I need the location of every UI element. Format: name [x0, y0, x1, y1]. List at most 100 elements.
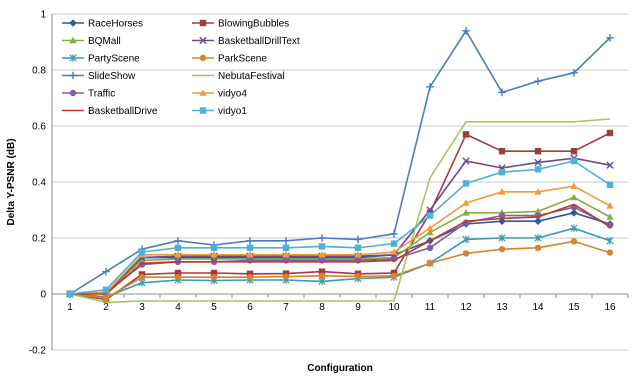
- legend-label: BQMall: [88, 36, 121, 47]
- data-point: [354, 235, 362, 244]
- legend-label: NebutaFestival: [218, 71, 285, 82]
- series-racehorses: [66, 209, 614, 298]
- legend-item: PartyScene: [62, 54, 140, 65]
- legend-item: ParkScene: [192, 54, 267, 65]
- legend-swatch-marker: [69, 71, 77, 80]
- y-tick-label: 0: [40, 290, 46, 301]
- data-point: [354, 251, 362, 258]
- legend-label: BlowingBubbles: [218, 19, 289, 30]
- data-point: [462, 250, 470, 257]
- data-point: [534, 166, 542, 173]
- data-point: [246, 274, 254, 281]
- data-point: [102, 286, 110, 293]
- legend-item: Traffic: [62, 89, 115, 100]
- legend-item: BasketballDrive: [62, 106, 158, 117]
- x-tick-label: 10: [388, 302, 400, 313]
- y-axis-title: Delta Y-PSNR (dB): [6, 138, 17, 225]
- data-point: [534, 244, 542, 251]
- data-point: [498, 148, 506, 155]
- data-point: [246, 244, 254, 251]
- x-tick-label: 13: [496, 302, 508, 313]
- data-point: [138, 256, 146, 264]
- x-tick-label: 15: [568, 302, 580, 313]
- data-point: [174, 237, 182, 245]
- series-line: [69, 132, 611, 301]
- data-point: [462, 209, 470, 216]
- data-point: [606, 34, 614, 42]
- data-point: [246, 257, 254, 264]
- data-point: [462, 180, 470, 187]
- data-point: [462, 157, 470, 165]
- data-point: [498, 188, 506, 195]
- x-tick-label: 16: [604, 302, 616, 313]
- data-point: [534, 217, 542, 225]
- data-point: [498, 169, 506, 176]
- legend-swatch-marker: [199, 19, 207, 27]
- x-tick-label: 12: [460, 302, 472, 313]
- series-line: [69, 196, 611, 295]
- x-tick-label: 14: [532, 302, 544, 313]
- data-point: [246, 270, 254, 278]
- data-point: [318, 257, 326, 264]
- legend-label: vidyo4: [218, 89, 247, 100]
- data-point: [318, 234, 326, 242]
- series-basketballdrive: [70, 203, 611, 295]
- y-tick-label: 0.2: [32, 234, 46, 245]
- series-slideshow: [66, 27, 614, 298]
- legend-swatch-marker: [69, 54, 77, 62]
- data-point: [282, 251, 290, 258]
- x-axis-title: Configuration: [307, 363, 373, 374]
- series-line: [69, 160, 611, 295]
- data-point: [570, 69, 578, 77]
- data-point: [498, 234, 506, 242]
- data-point: [426, 224, 434, 231]
- legend-item: SlideShow: [62, 71, 136, 82]
- series-bqmall: [66, 193, 614, 297]
- data-point: [534, 234, 542, 242]
- data-point: [534, 77, 542, 85]
- data-point: [426, 212, 434, 219]
- legend-swatch-marker: [199, 36, 207, 45]
- data-point: [426, 206, 434, 214]
- data-point: [138, 248, 146, 256]
- data-point: [354, 257, 362, 264]
- data-point: [570, 148, 578, 155]
- data-point: [606, 181, 614, 188]
- legend-item: vidyo4: [192, 89, 247, 100]
- data-point: [102, 267, 110, 276]
- x-tick-label: 2: [103, 302, 109, 313]
- x-tick-label: 8: [319, 302, 325, 313]
- legend-label: PartyScene: [88, 54, 140, 65]
- legend-item: BlowingBubbles: [192, 19, 289, 30]
- legend-item: RaceHorses: [62, 19, 143, 30]
- x-tick-label: 9: [355, 302, 361, 313]
- data-point: [66, 290, 74, 298]
- legend-label: SlideShow: [88, 71, 136, 82]
- data-point: [318, 268, 326, 275]
- series-line: [69, 157, 611, 295]
- x-tick-label: 7: [283, 302, 289, 313]
- data-point: [390, 248, 398, 255]
- legend-swatch-marker: [199, 54, 207, 62]
- series-line: [69, 227, 611, 298]
- legend-item: vidyo1: [192, 106, 247, 117]
- series-parkscene: [66, 238, 614, 302]
- data-point: [282, 244, 290, 251]
- legend-swatch-marker: [199, 89, 207, 96]
- data-point: [534, 188, 542, 195]
- data-point: [282, 273, 290, 280]
- legend-label: ParkScene: [218, 54, 267, 65]
- x-tick-label: 4: [175, 302, 181, 313]
- legend-label: BasketballDrive: [88, 106, 158, 117]
- series-line: [70, 203, 611, 295]
- series-vidyo1: [66, 157, 614, 298]
- legend-label: Traffic: [88, 89, 115, 100]
- data-point: [570, 182, 578, 189]
- y-tick-label: 0.4: [32, 178, 46, 189]
- legend-swatch-marker: [69, 19, 77, 27]
- data-point: [210, 244, 218, 251]
- data-point: [606, 213, 614, 220]
- y-tick-label: 0.8: [32, 66, 46, 77]
- legend-label: RaceHorses: [88, 19, 143, 30]
- x-tick-label: 1: [67, 302, 73, 313]
